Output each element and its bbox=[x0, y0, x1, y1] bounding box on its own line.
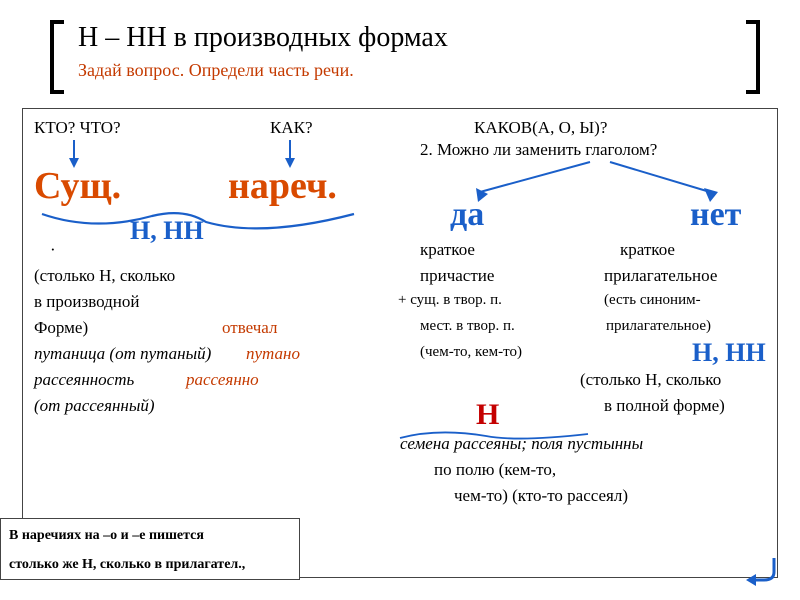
page-title: Н – НН в производных формах bbox=[60, 20, 448, 54]
label-noun: Сущ. bbox=[34, 164, 121, 208]
label-yes: да bbox=[450, 196, 484, 234]
note-line1: В наречиях на –о и –е пишется bbox=[9, 525, 291, 546]
example-e3: чем-то) (кто-то рассеял) bbox=[454, 486, 628, 506]
title-bracket-right bbox=[746, 20, 760, 94]
label-n-single: Н bbox=[476, 398, 499, 432]
right-r1: краткое bbox=[620, 240, 675, 260]
mid-m2: причастие bbox=[420, 266, 494, 286]
brace-icon bbox=[398, 430, 598, 442]
mid-m3: + сущ. в твор. п. bbox=[398, 292, 502, 309]
right-r2: прилагательное bbox=[604, 266, 717, 286]
label-n-nn-right: Н, НН bbox=[692, 338, 766, 368]
title-block: Н – НН в производных формах Задай вопрос… bbox=[60, 20, 448, 81]
ans-rasseyanno: рассеянно bbox=[186, 370, 259, 390]
mid-m4: мест. в твор. п. bbox=[420, 318, 515, 335]
right-r6: в полной форме) bbox=[604, 396, 725, 416]
left-l4: путаница (от путаный) bbox=[34, 344, 211, 364]
left-l5: рассеянность bbox=[34, 370, 134, 390]
left-l3: Форме) bbox=[34, 318, 88, 338]
label-n-nn-left: Н, НН bbox=[130, 216, 204, 246]
ans-putano: путано bbox=[246, 344, 300, 364]
q-how: КАК? bbox=[270, 118, 313, 138]
left-l2: в производной bbox=[34, 292, 139, 312]
q-verb-replace: 2. Можно ли заменить глаголом? bbox=[420, 140, 657, 160]
q-kakov: КАКОВ(А, О, Ы)? bbox=[474, 118, 607, 138]
mid-m1: краткое bbox=[420, 240, 475, 260]
return-icon[interactable] bbox=[744, 554, 782, 588]
right-r4: прилагательное) bbox=[606, 318, 711, 335]
note-box: В наречиях на –о и –е пишется столько же… bbox=[0, 518, 300, 580]
right-r5: (столько Н, сколько bbox=[580, 370, 721, 390]
left-l1: (столько Н, сколько bbox=[34, 266, 175, 286]
ans-otvechal: отвечал bbox=[222, 318, 277, 338]
page-subtitle: Задай вопрос. Определи часть речи. bbox=[60, 54, 448, 81]
note-line2: столько же Н, сколько в прилагател., bbox=[9, 554, 291, 575]
left-l6: (от рассеянный) bbox=[34, 396, 155, 416]
label-no: нет bbox=[690, 196, 741, 234]
mid-m5: (чем-то, кем-то) bbox=[420, 344, 522, 361]
right-r3: (есть синоним- bbox=[604, 292, 701, 309]
label-adverb: нареч. bbox=[228, 164, 337, 208]
example-e2: по полю (кем-то, bbox=[434, 460, 556, 480]
bullet-dot: · bbox=[50, 240, 56, 260]
q-who-what: КТО? ЧТО? bbox=[34, 118, 121, 138]
